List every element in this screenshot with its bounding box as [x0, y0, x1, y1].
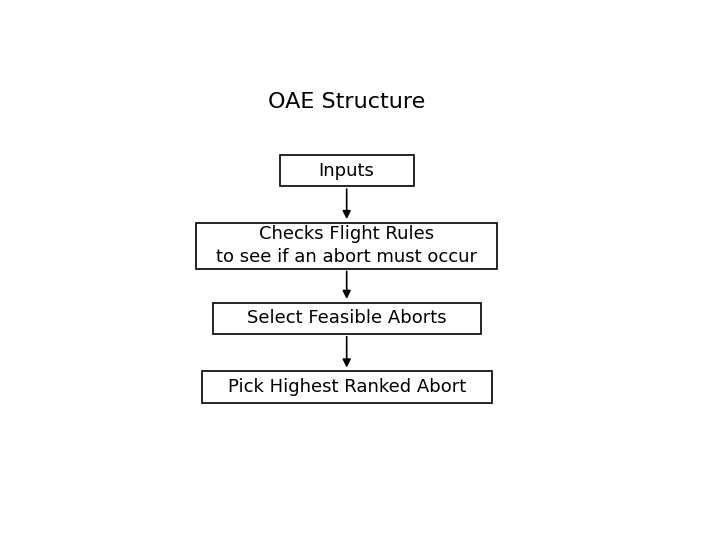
Text: Select Feasible Aborts: Select Feasible Aborts [247, 309, 446, 327]
FancyBboxPatch shape [196, 223, 498, 268]
Text: Checks Flight Rules
to see if an abort must occur: Checks Flight Rules to see if an abort m… [216, 225, 477, 266]
FancyBboxPatch shape [213, 303, 481, 334]
FancyBboxPatch shape [202, 372, 492, 403]
FancyBboxPatch shape [280, 155, 414, 186]
Text: OAE Structure: OAE Structure [268, 92, 426, 112]
Text: Pick Highest Ranked Abort: Pick Highest Ranked Abort [228, 378, 466, 396]
Text: Inputs: Inputs [319, 162, 374, 180]
